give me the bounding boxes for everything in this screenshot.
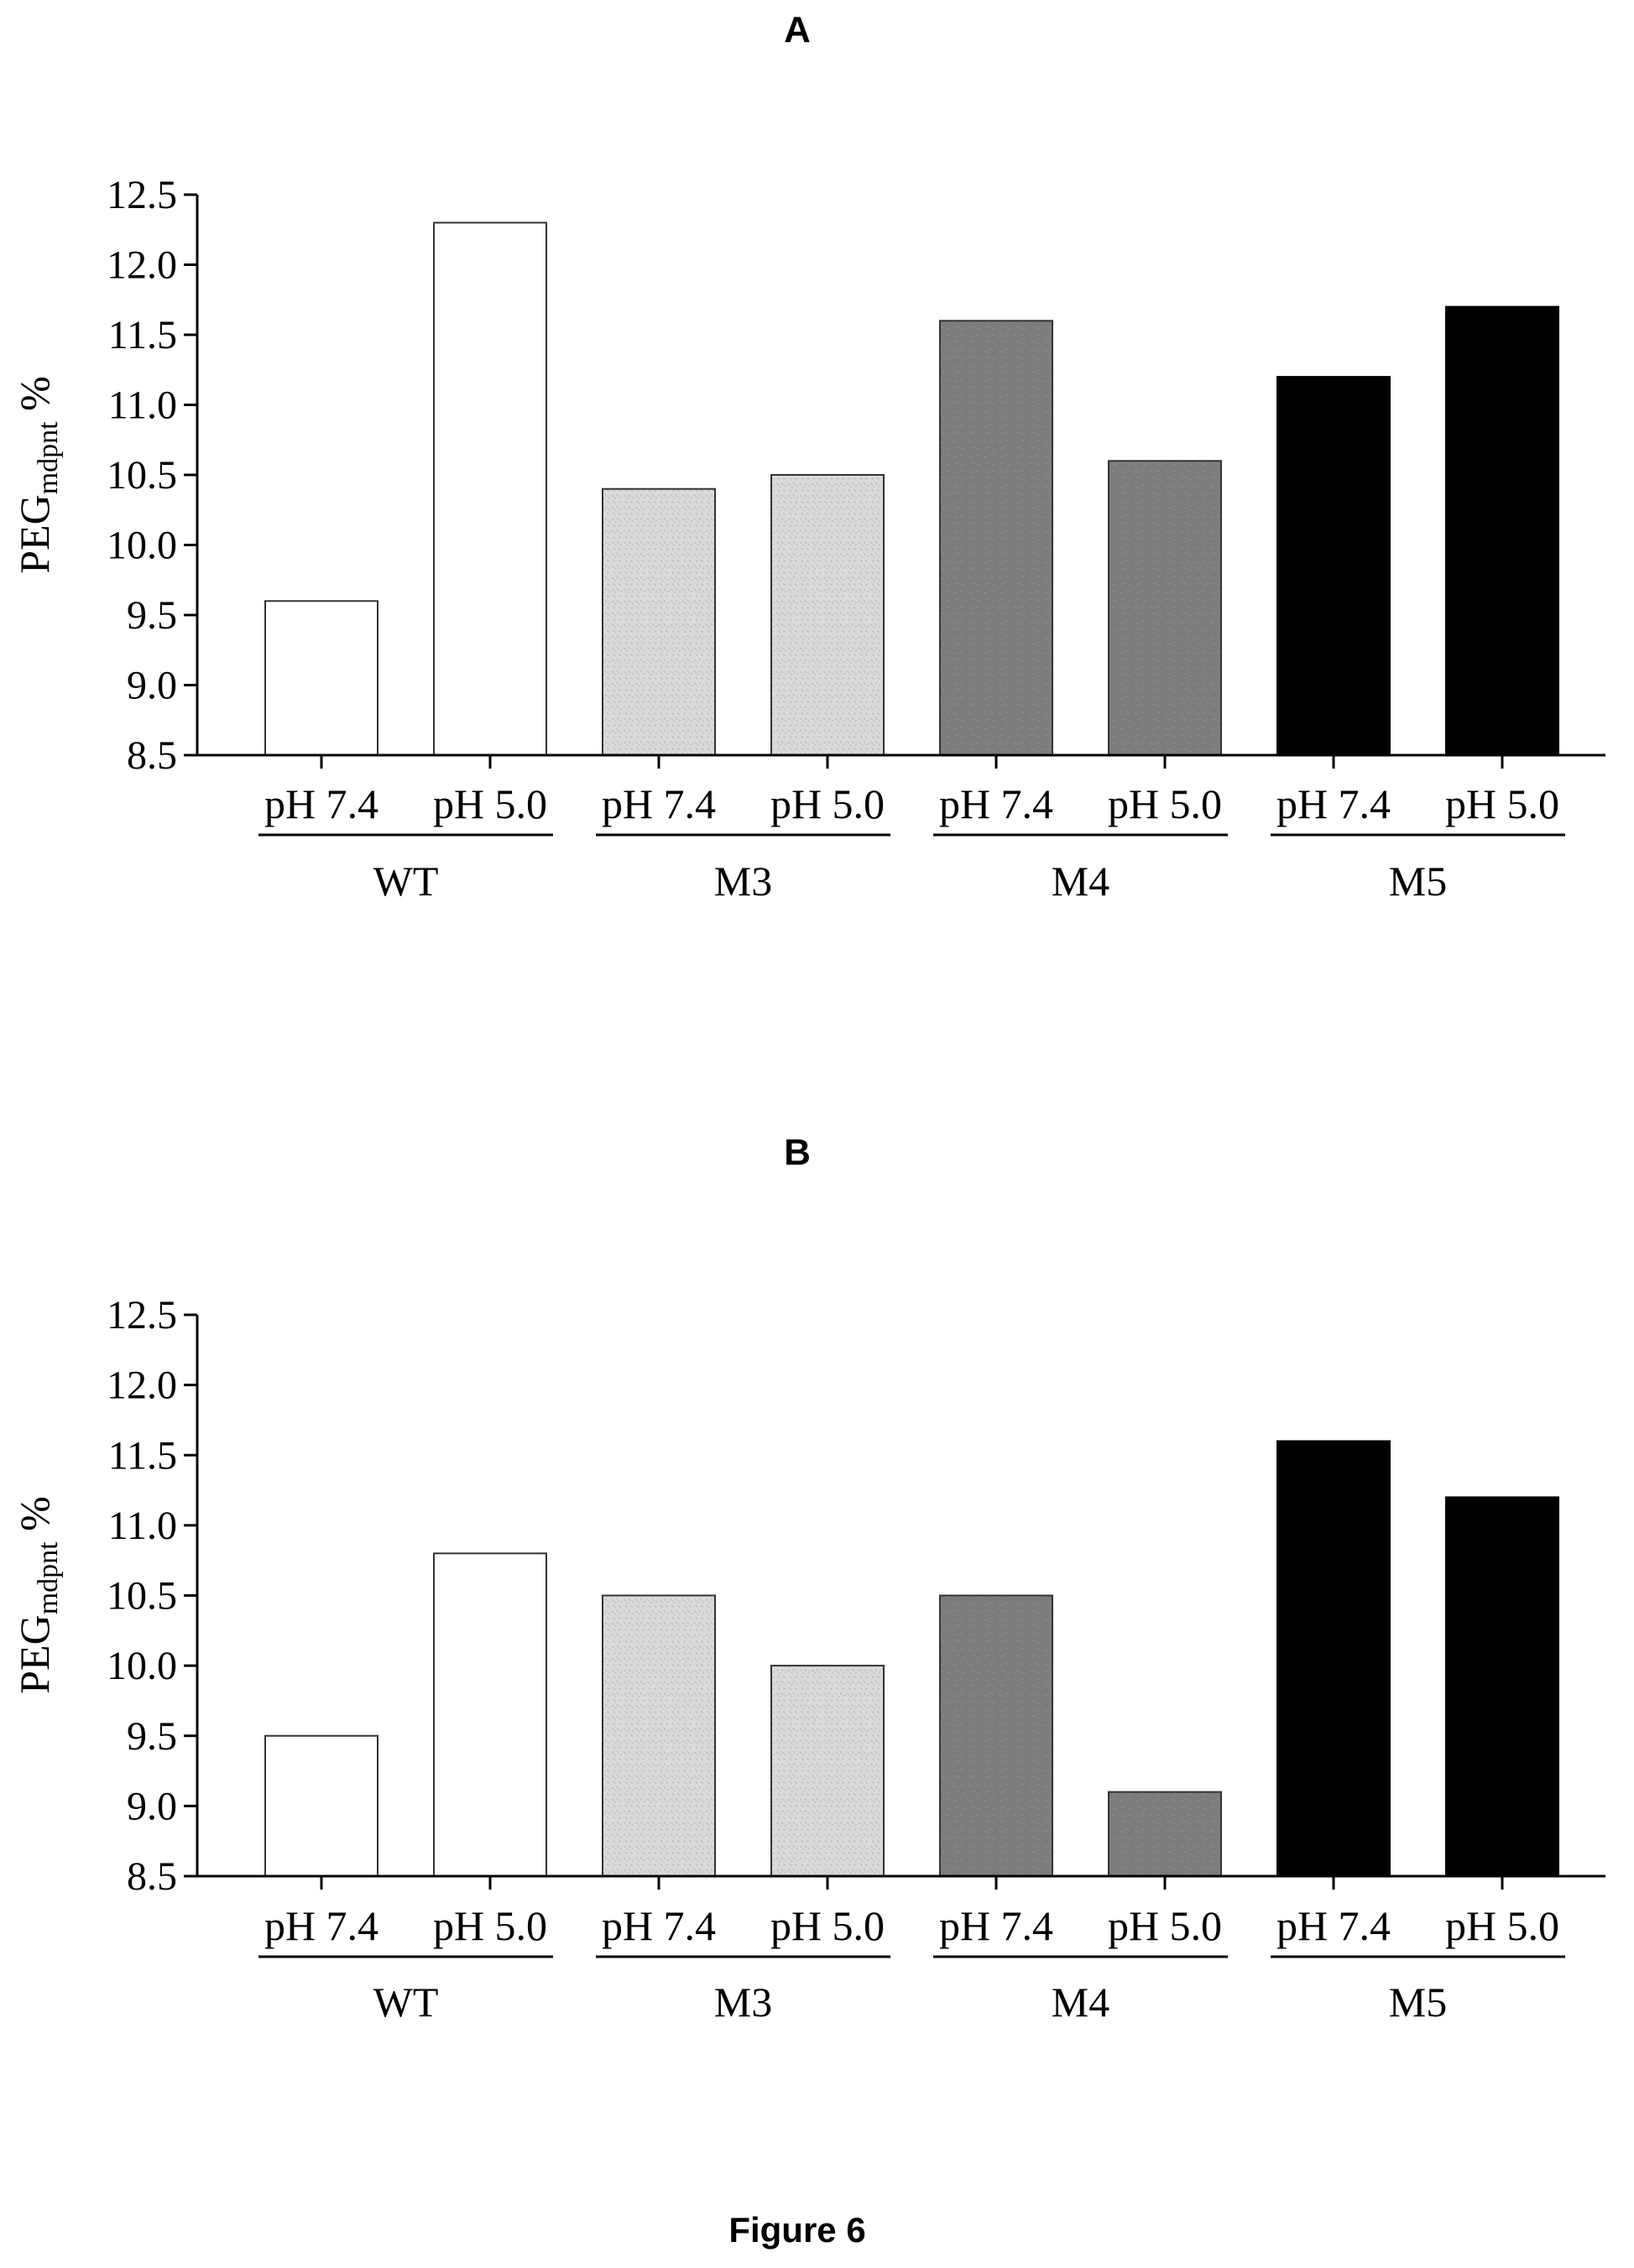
y-tick-label: 9.0 — [127, 664, 177, 708]
panel-title-b: B — [784, 1132, 811, 1173]
x-tick-label: pH 5.0 — [770, 1902, 885, 1949]
y-tick-label: 12.0 — [107, 1363, 177, 1408]
y-axis-label-subscript: mdpnt — [33, 421, 64, 494]
y-tick-label: 8.5 — [127, 733, 177, 778]
chart-panel-a: A PEGmdpnt % 8.5 9.0 9.5 10.0 10.5 11.0 11.5 12.0… — [11, 9, 1605, 905]
y-axis-label-suffix: % — [11, 1496, 58, 1541]
y-tick-label: 10.5 — [107, 1574, 177, 1619]
group-label-m3: M3 — [714, 1979, 772, 2026]
y-tick-label: 9.0 — [127, 1784, 177, 1828]
group-label-wt: WT — [373, 858, 439, 905]
x-tick-label: pH 5.0 — [1445, 1902, 1559, 1949]
x-tick-label: pH 7.4 — [1276, 780, 1391, 827]
group-label-m4: M4 — [1052, 858, 1109, 905]
x-tick-label: pH 5.0 — [433, 780, 547, 827]
y-tick-label: 11.0 — [108, 1504, 177, 1548]
y-tick-label: 11.5 — [108, 313, 177, 357]
bar-m4-ph74 — [939, 320, 1053, 756]
group-label-m3: M3 — [714, 858, 772, 905]
y-axis-label-subscript: mdpnt — [33, 1541, 64, 1614]
y-axis-label: PEGmdpnt % — [11, 1496, 64, 1694]
group-label-m5: M5 — [1389, 1979, 1447, 2026]
y-tick-label: 10.0 — [107, 1644, 177, 1688]
bar-m3-ph50 — [770, 474, 885, 756]
bar-wt-ph50 — [433, 1552, 547, 1877]
bar-m5-ph74 — [1276, 1440, 1391, 1877]
group-label-wt: WT — [373, 1979, 439, 2026]
x-tick-label: pH 7.4 — [264, 1902, 378, 1949]
group-label-m5: M5 — [1389, 858, 1447, 905]
x-tick-label: pH 5.0 — [433, 1902, 547, 1949]
x-tick-label: pH 7.4 — [264, 780, 378, 827]
bar-m3-ph74 — [602, 487, 716, 756]
y-tick-label: 12.5 — [107, 1293, 177, 1337]
y-tick-label: 10.0 — [107, 524, 177, 568]
x-tick-label: pH 7.4 — [602, 780, 716, 827]
y-axis-label: PEGmdpnt % — [11, 376, 64, 574]
y-tick-label: 11.0 — [108, 383, 177, 428]
x-tick-label: pH 7.4 — [939, 1902, 1053, 1949]
y-axis-label-suffix: % — [11, 376, 58, 421]
x-tick-label: pH 5.0 — [770, 780, 885, 827]
y-tick-label: 12.0 — [107, 243, 177, 288]
y-tick-label: 10.5 — [107, 453, 177, 498]
y-tick-label: 8.5 — [127, 1854, 177, 1899]
bar-m5-ph74 — [1276, 376, 1391, 756]
y-axis-label-main: PEG — [11, 494, 58, 573]
bar-m5-ph50 — [1445, 1496, 1559, 1878]
bar-wt-ph74 — [264, 600, 378, 756]
x-tick-label: pH 5.0 — [1445, 780, 1559, 827]
bar-m5-ph50 — [1445, 305, 1559, 757]
bar-m3-ph74 — [602, 1594, 716, 1877]
y-axis-label-main: PEG — [11, 1614, 58, 1693]
bar-m4-ph74 — [939, 1594, 1053, 1877]
y-tick-label: 12.5 — [107, 173, 177, 217]
x-tick-label: pH 7.4 — [1276, 1902, 1391, 1949]
bar-m4-ph50 — [1108, 460, 1222, 756]
bar-m3-ph50 — [770, 1665, 885, 1877]
y-tick-label: 9.5 — [127, 593, 177, 638]
y-tick-label: 11.5 — [108, 1433, 177, 1478]
bar-wt-ph74 — [264, 1734, 378, 1877]
bar-wt-ph50 — [433, 222, 547, 756]
x-tick-label: pH 7.4 — [602, 1902, 716, 1949]
x-tick-label: pH 5.0 — [1108, 1902, 1222, 1949]
y-tick-label: 9.5 — [127, 1714, 177, 1759]
x-tick-label: pH 5.0 — [1108, 780, 1222, 827]
bar-m4-ph50 — [1108, 1791, 1222, 1877]
chart-panel-b: B PEGmdpnt % 8.5 9.0 9.5 10.0 10.5 11.0 11.5 12.0… — [11, 1132, 1605, 2026]
panel-title-a: A — [784, 9, 811, 50]
figure-caption: Figure 6 — [728, 2210, 865, 2250]
x-tick-label: pH 7.4 — [939, 780, 1053, 827]
group-label-m4: M4 — [1052, 1979, 1109, 2026]
